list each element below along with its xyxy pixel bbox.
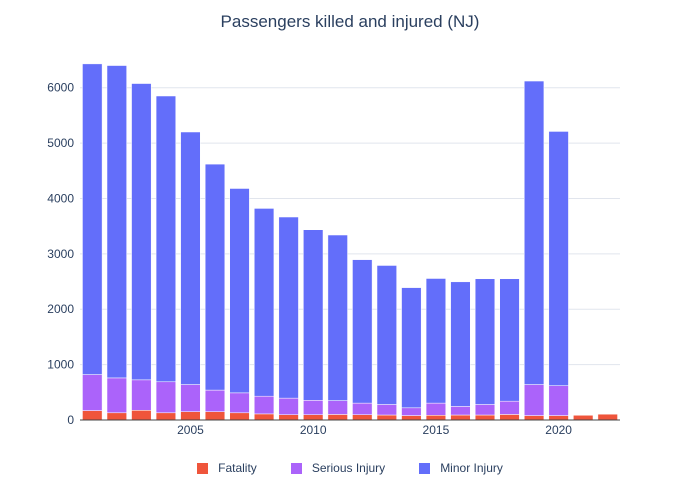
bar-minor-injury (474, 278, 496, 405)
bar-fatality (155, 412, 176, 421)
legend-label: Minor Injury (440, 461, 503, 475)
legend-item-minor-injury[interactable]: Minor Injury (419, 461, 503, 475)
bar-minor-injury (450, 281, 471, 407)
chart-title: Passengers killed and injured (NJ) (220, 12, 480, 31)
x-tick-label: 2005 (177, 423, 204, 437)
bar-fatality (376, 414, 397, 421)
bar-fatality (524, 415, 545, 421)
bar-fatality (352, 414, 373, 421)
bar-minor-injury (204, 163, 226, 391)
bar-fatality (573, 415, 594, 421)
bar-serious-injury (499, 400, 520, 415)
bar-serious-injury (303, 400, 324, 415)
y-tick-label: 0 (67, 413, 74, 427)
bar-fatality (597, 413, 618, 421)
bar-serious-injury (425, 402, 446, 416)
bar-fatality (254, 413, 275, 421)
bar-fatality (425, 415, 446, 421)
bar-minor-injury (82, 63, 103, 375)
bar-serious-injury (155, 381, 176, 414)
legend-item-fatality[interactable]: Fatality (197, 461, 257, 475)
bar-minor-injury (376, 265, 397, 405)
bar-serious-injury (376, 404, 397, 416)
bar-fatality (106, 412, 127, 421)
bar-fatality (303, 414, 324, 421)
bar-fatality (204, 411, 226, 421)
bar-fatality (131, 410, 152, 421)
bar-fatality (548, 415, 569, 421)
bar-minor-injury (180, 131, 201, 385)
legend-label: Fatality (218, 461, 257, 475)
bar-serious-injury (106, 377, 127, 414)
bar-minor-injury (278, 216, 299, 399)
bar-minor-injury (106, 65, 127, 379)
legend-item-serious-injury[interactable]: Serious Injury (290, 461, 386, 475)
bar-minor-injury (352, 259, 373, 404)
bar-minor-injury (155, 95, 176, 383)
legend-label: Serious Injury (311, 461, 386, 475)
x-tick-label: 2020 (545, 423, 572, 437)
bar-serious-injury (229, 392, 250, 414)
bar-serious-injury (524, 384, 545, 416)
legend[interactable]: Fatality Serious Injury Minor Injury (0, 461, 700, 475)
bar-serious-injury (278, 397, 299, 415)
bar-minor-injury (254, 208, 275, 397)
bar-minor-injury (401, 287, 422, 409)
bar-fatality (499, 414, 520, 421)
bar-serious-injury (401, 407, 422, 416)
bar-serious-injury (204, 389, 226, 412)
bar-minor-injury (425, 278, 446, 404)
bar-fatality (229, 412, 250, 421)
bar-serious-injury (254, 395, 275, 415)
bar-serious-injury (327, 400, 348, 415)
y-tick-label: 3000 (47, 247, 74, 261)
y-tick-label: 5000 (47, 136, 74, 150)
bar-serious-injury (450, 406, 471, 416)
bar-fatality (450, 414, 471, 421)
bar-serious-injury (82, 374, 103, 411)
bar-minor-injury (548, 131, 569, 386)
bar-fatality (401, 415, 422, 421)
bar-serious-injury (180, 384, 201, 412)
bar-fatality (474, 414, 496, 421)
bar-serious-injury (474, 404, 496, 416)
bar-serious-injury (131, 379, 152, 411)
y-tick-label: 6000 (47, 81, 74, 95)
bar-minor-injury (229, 188, 250, 394)
bar-minor-injury (499, 278, 520, 402)
bar-fatality (82, 410, 103, 421)
x-tick-label: 2015 (423, 423, 450, 437)
y-tick-label: 1000 (47, 358, 74, 372)
bar-minor-injury (131, 83, 152, 381)
legend-swatch (419, 462, 431, 474)
bar-serious-injury (548, 385, 569, 416)
bar-minor-injury (327, 234, 348, 401)
bar-fatality (180, 411, 201, 421)
bar-fatality (327, 414, 348, 421)
legend-swatch (290, 462, 302, 474)
bar-fatality (278, 414, 299, 421)
y-tick-label: 2000 (47, 302, 74, 316)
bar-minor-injury (303, 229, 324, 401)
bar-serious-injury (352, 402, 373, 415)
bar-minor-injury (524, 80, 545, 385)
x-tick-label: 2010 (300, 423, 327, 437)
y-tick-label: 4000 (47, 191, 74, 205)
legend-swatch (197, 462, 209, 474)
